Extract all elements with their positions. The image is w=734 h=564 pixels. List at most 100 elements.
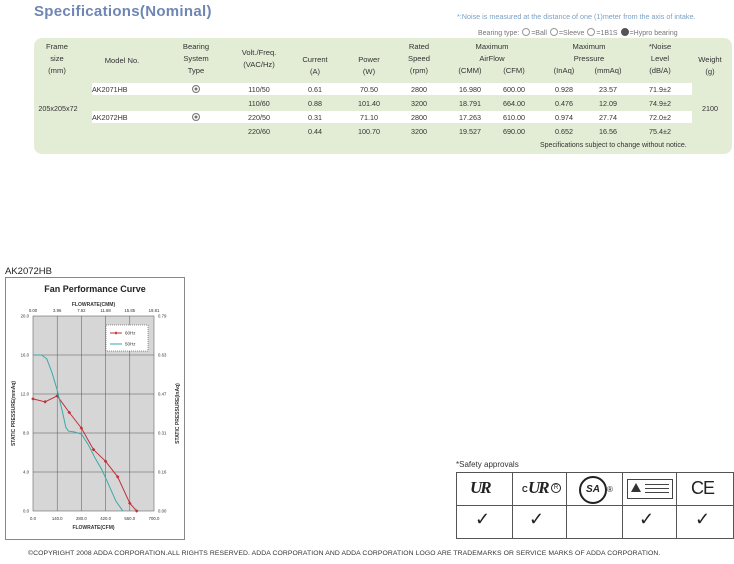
header-inaq: (InAq) — [553, 66, 575, 75]
cert-ce: CE ✓ — [677, 473, 733, 538]
cell-cmm: 18.791 — [459, 99, 481, 108]
cell-speed: 2800 — [411, 113, 427, 122]
hypro-bearing-icon — [620, 28, 629, 36]
top-x-tick-label: 11.88 — [100, 308, 111, 313]
cell-noise: 71.9±2 — [649, 85, 671, 94]
y-tick-label: 4.0 — [23, 470, 30, 475]
data-point-60Hz — [79, 426, 84, 430]
top-x-axis-label: FLOWRATE(CMM) — [72, 302, 116, 308]
copyright-footer: ©COPYRIGHT 2008 ADDA CORPORATION.ALL RIG… — [28, 550, 661, 557]
right-y-tick-label: 0.47 — [158, 392, 167, 397]
cell-cmm: 17.263 — [459, 113, 481, 122]
bearing-type-icon — [164, 85, 228, 95]
cell-current: 0.61 — [308, 85, 322, 94]
top-x-tick-label: 0.00 — [29, 308, 38, 313]
x-tick-label: 0.0 — [30, 516, 37, 521]
right-y-tick-label: 0.16 — [158, 470, 167, 475]
safety-cert-grid: UR ✓ C UR R ✓ SA ® ✓ CE ✓ — [456, 472, 734, 539]
cell-cfm: 664.00 — [503, 99, 525, 108]
cell-volt: 110/50 — [248, 85, 270, 94]
header-bearing-system: Bearing System Type — [182, 42, 210, 75]
ball-bearing-icon — [522, 28, 531, 36]
data-point-60Hz — [67, 410, 72, 415]
registered-icon: R — [551, 483, 561, 493]
ur-logo-icon: UR — [470, 478, 492, 497]
top-x-tick-label: 15.85 — [124, 308, 135, 313]
cell-volt: 220/60 — [248, 127, 270, 136]
noise-note: *:Noise is measured at the distance of o… — [457, 12, 696, 21]
top-x-tick-label: 7.92 — [77, 308, 86, 313]
spec-table: Frame size (mm) Model No. Bearing System Typ… — [34, 38, 732, 154]
y-tick-label: 16.0 — [21, 353, 30, 358]
cell-current: 0.88 — [308, 99, 322, 108]
header-noise: *Noise Level (dB/A) — [648, 42, 672, 75]
hypro-label: =Hypro bearing — [629, 30, 678, 37]
cell-volt: 220/50 — [248, 113, 270, 122]
cell-noise: 74.9±2 — [649, 99, 671, 108]
cell-speed: 3200 — [411, 127, 427, 136]
cell-power: 71.10 — [360, 113, 378, 122]
top-x-tick-label: 3.96 — [53, 308, 62, 313]
cell-mmaq: 16.56 — [599, 127, 617, 136]
header-frame-size: Frame size (mm) — [46, 42, 68, 75]
cell-cmm: 16.980 — [459, 85, 481, 94]
tuv-check-icon: ✓ — [639, 509, 655, 529]
header-cfm: (CFM) — [503, 66, 525, 75]
right-y-axis-label: STATIC PRESSURE(InAq) — [175, 383, 181, 444]
cell-power: 70.50 — [360, 85, 378, 94]
cert-cur: C UR R ✓ — [513, 473, 567, 538]
fan-performance-chart: Fan Performance Curve 0.0 140.0 280.0 420.0… — [5, 277, 185, 540]
legend-label: 60Hz — [125, 331, 136, 336]
x-axis-label: FLOWRATE(CFM) — [72, 525, 114, 531]
tuv-logo-icon — [627, 479, 673, 499]
cell-mmaq: 27.74 — [599, 113, 617, 122]
cert-divider — [457, 505, 733, 506]
cell-current: 0.44 — [308, 127, 322, 136]
data-point-60Hz — [115, 475, 120, 479]
chart-svg: 0.0 140.0 280.0 420.0 560.0 700.0 0.00 3.96 7.92… — [11, 302, 181, 531]
cell-speed: 2800 — [411, 85, 427, 94]
cell-inaq: 0.476 — [555, 99, 573, 108]
right-y-tick-label: 0.79 — [158, 314, 167, 319]
x-tick-label: 420.0 — [100, 516, 111, 521]
spec-footnote: Specifications subject to change without… — [540, 142, 687, 149]
x-tick-label: 700.0 — [149, 516, 160, 521]
top-x-tick-label: 19.81 — [149, 308, 160, 313]
cell-noise: 72.0±2 — [649, 113, 671, 122]
cell-volt: 110/60 — [248, 99, 270, 108]
row-band — [92, 83, 692, 95]
header-volt-freq: Volt./Freq. (VAC/Hz) — [241, 48, 277, 69]
x-tick-label: 280.0 — [76, 516, 87, 521]
chart-legend — [105, 324, 149, 352]
header-cmm: (CMM) — [458, 66, 482, 75]
cell-model: AK2071HB — [92, 85, 128, 94]
cur-c-label: C — [522, 485, 528, 494]
header-max-pressure: Maximum Pressure — [572, 42, 606, 63]
series-line-60Hz — [32, 395, 138, 512]
cell-current: 0.31 — [308, 113, 322, 122]
ur-check-icon: ✓ — [475, 509, 491, 529]
page-title: Specifications(Nominal) — [34, 3, 212, 20]
cell-inaq: 0.928 — [555, 85, 573, 94]
bearing-type-label: Bearing type: — [478, 30, 520, 37]
cert-tuv: ✓ — [623, 473, 677, 538]
cell-cmm: 19.527 — [459, 127, 481, 136]
cell-noise: 75.4±2 — [649, 127, 671, 136]
cell-power: 101.40 — [358, 99, 380, 108]
cur-check-icon: ✓ — [529, 509, 545, 529]
cell-cfm: 610.00 — [503, 113, 525, 122]
cell-power: 100.70 — [358, 127, 380, 136]
data-point-60Hz — [31, 397, 35, 401]
weight-value: 2100 — [702, 104, 718, 113]
y-tick-label: 8.0 — [23, 431, 30, 436]
ball-label: =Ball — [531, 30, 547, 37]
header-weight: Weight (g) — [698, 55, 722, 76]
data-point-60Hz — [103, 459, 108, 464]
header-max-airflow: Maximum AirFlow — [475, 42, 509, 63]
hypro-bearing-icon — [192, 113, 200, 121]
cell-inaq: 0.974 — [555, 113, 573, 122]
bearing-type-icon — [164, 113, 228, 123]
header-rated-speed: Rated Speed (rpm) — [408, 42, 430, 75]
y-tick-label: 12.0 — [21, 392, 30, 397]
legend-marker — [114, 331, 118, 335]
